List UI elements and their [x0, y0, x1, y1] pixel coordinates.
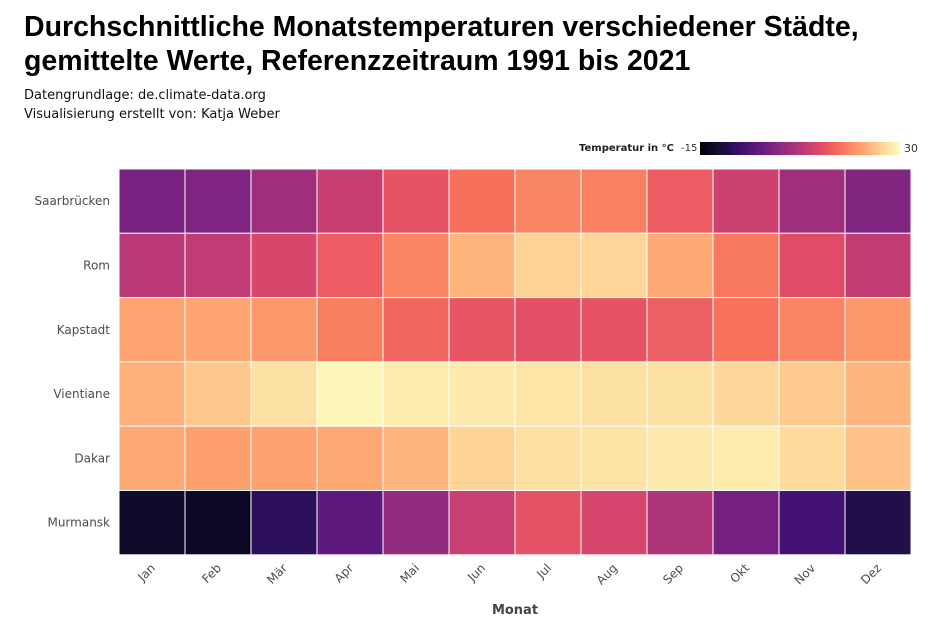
- y-tick-label: Kapstadt: [57, 323, 111, 337]
- legend-colorbar: [700, 142, 900, 155]
- heatmap-cell: [118, 168, 186, 234]
- heatmap-cell: [448, 490, 516, 556]
- chart-title: Durchschnittliche Monatstemperaturen ver…: [24, 11, 859, 77]
- heatmap-cell: [514, 297, 582, 363]
- heatmap-cell: [844, 490, 912, 556]
- heatmap-cell: [580, 168, 648, 234]
- heatmap-cell: [316, 361, 384, 427]
- heatmap-cell: [316, 232, 384, 299]
- heatmap-cell: [316, 425, 384, 492]
- heatmap-cell: [580, 361, 648, 427]
- heatmap-cell: [646, 168, 714, 234]
- x-tick-label: Okt: [727, 561, 752, 586]
- heatmap-cell: [184, 490, 252, 556]
- heatmap-cell: [118, 232, 186, 299]
- heatmap-cell: [778, 297, 846, 363]
- heatmap-cell: [514, 425, 582, 492]
- x-tick-label: Sep: [660, 561, 686, 587]
- heatmap-cell: [778, 490, 846, 556]
- y-tick-label: Saarbrücken: [34, 194, 110, 208]
- x-tick-label: Nov: [792, 561, 818, 587]
- heatmap-cell: [646, 232, 714, 299]
- heatmap-cell: [250, 297, 318, 363]
- heatmap-cell: [844, 232, 912, 299]
- x-tick-label: Dez: [858, 561, 884, 587]
- heatmap-cell: [712, 361, 780, 427]
- heatmap-cell: [250, 361, 318, 427]
- x-tick-label: Mär: [264, 561, 290, 587]
- heatmap-cell: [184, 425, 252, 492]
- heatmap-cell: [580, 297, 648, 363]
- heatmap-cell: [514, 361, 582, 427]
- author-caption: Visualisierung erstellt von: Katja Weber: [24, 107, 280, 122]
- heatmap-cell: [184, 232, 252, 299]
- x-tick-label: Jan: [134, 561, 158, 585]
- heatmap-cell: [646, 425, 714, 492]
- heatmap-cell: [646, 297, 714, 363]
- legend-min-label: -15: [681, 143, 698, 154]
- heatmap-cell: [514, 490, 582, 556]
- y-tick-label: Rom: [83, 258, 110, 272]
- x-tick-label: Mai: [397, 561, 422, 586]
- heatmap-cell: [778, 425, 846, 492]
- heatmap-cell: [844, 425, 912, 492]
- heatmap-cell: [844, 361, 912, 427]
- heatmap-cell: [316, 297, 384, 363]
- heatmap-cell: [778, 361, 846, 427]
- legend-title: Temperatur in °C: [579, 143, 674, 154]
- data-source-caption: Datengrundlage: de.climate-data.org: [24, 88, 266, 103]
- x-tick-label: Feb: [199, 561, 224, 586]
- heatmap-cell: [382, 425, 450, 492]
- heatmap-cell: [382, 490, 450, 556]
- heatmap-cell: [250, 232, 318, 299]
- heatmap-cell: [778, 168, 846, 234]
- heatmap-cell: [250, 425, 318, 492]
- x-axis-label: Monat: [492, 603, 538, 618]
- heatmap-cell: [712, 232, 780, 299]
- heatmap-cell: [580, 425, 648, 492]
- heatmap-cell: [844, 168, 912, 234]
- heatmap-cell: [382, 232, 450, 299]
- heatmap-cell: [250, 168, 318, 234]
- heatmap-cell: [250, 490, 318, 556]
- y-tick-label: Vientiane: [53, 387, 110, 401]
- heatmap-cell: [448, 168, 516, 234]
- heatmap-cell: [712, 168, 780, 234]
- heatmap-cell: [646, 361, 714, 427]
- heatmap-cell: [646, 490, 714, 556]
- heatmap-cell: [448, 361, 516, 427]
- legend-max-label: 30: [904, 142, 918, 155]
- y-tick-label: Murmansk: [47, 516, 110, 530]
- heatmap-cell: [844, 297, 912, 363]
- heatmap-cell: [580, 232, 648, 299]
- x-tick-label: Jun: [464, 561, 488, 585]
- y-tick-label: Dakar: [74, 451, 110, 465]
- heatmap-cell: [118, 425, 186, 492]
- heatmap-cell: [712, 425, 780, 492]
- heatmap-cell: [118, 297, 186, 363]
- x-tick-label: Jul: [533, 561, 554, 582]
- heatmap-cell: [118, 490, 186, 556]
- heatmap-cell: [118, 361, 186, 427]
- heatmap-cell: [382, 297, 450, 363]
- heatmap-cell: [514, 168, 582, 234]
- heatmap-cell: [316, 490, 384, 556]
- heatmap-cell: [184, 297, 252, 363]
- heatmap-cell: [448, 425, 516, 492]
- x-tick-label: Apr: [332, 561, 357, 586]
- x-tick-label: Aug: [594, 561, 620, 587]
- heatmap-cell: [712, 297, 780, 363]
- heatmap-cell: [448, 232, 516, 299]
- heatmap-cell: [712, 490, 780, 556]
- heatmap-cell: [580, 490, 648, 556]
- heatmap-cell: [382, 168, 450, 234]
- heatmap-cell: [184, 361, 252, 427]
- heatmap-cell: [316, 168, 384, 234]
- heatmap-cell: [448, 297, 516, 363]
- heatmap-cell: [778, 232, 846, 299]
- heatmap-cell: [514, 232, 582, 299]
- heatmap-cell: [184, 168, 252, 234]
- heatmap-cell: [382, 361, 450, 427]
